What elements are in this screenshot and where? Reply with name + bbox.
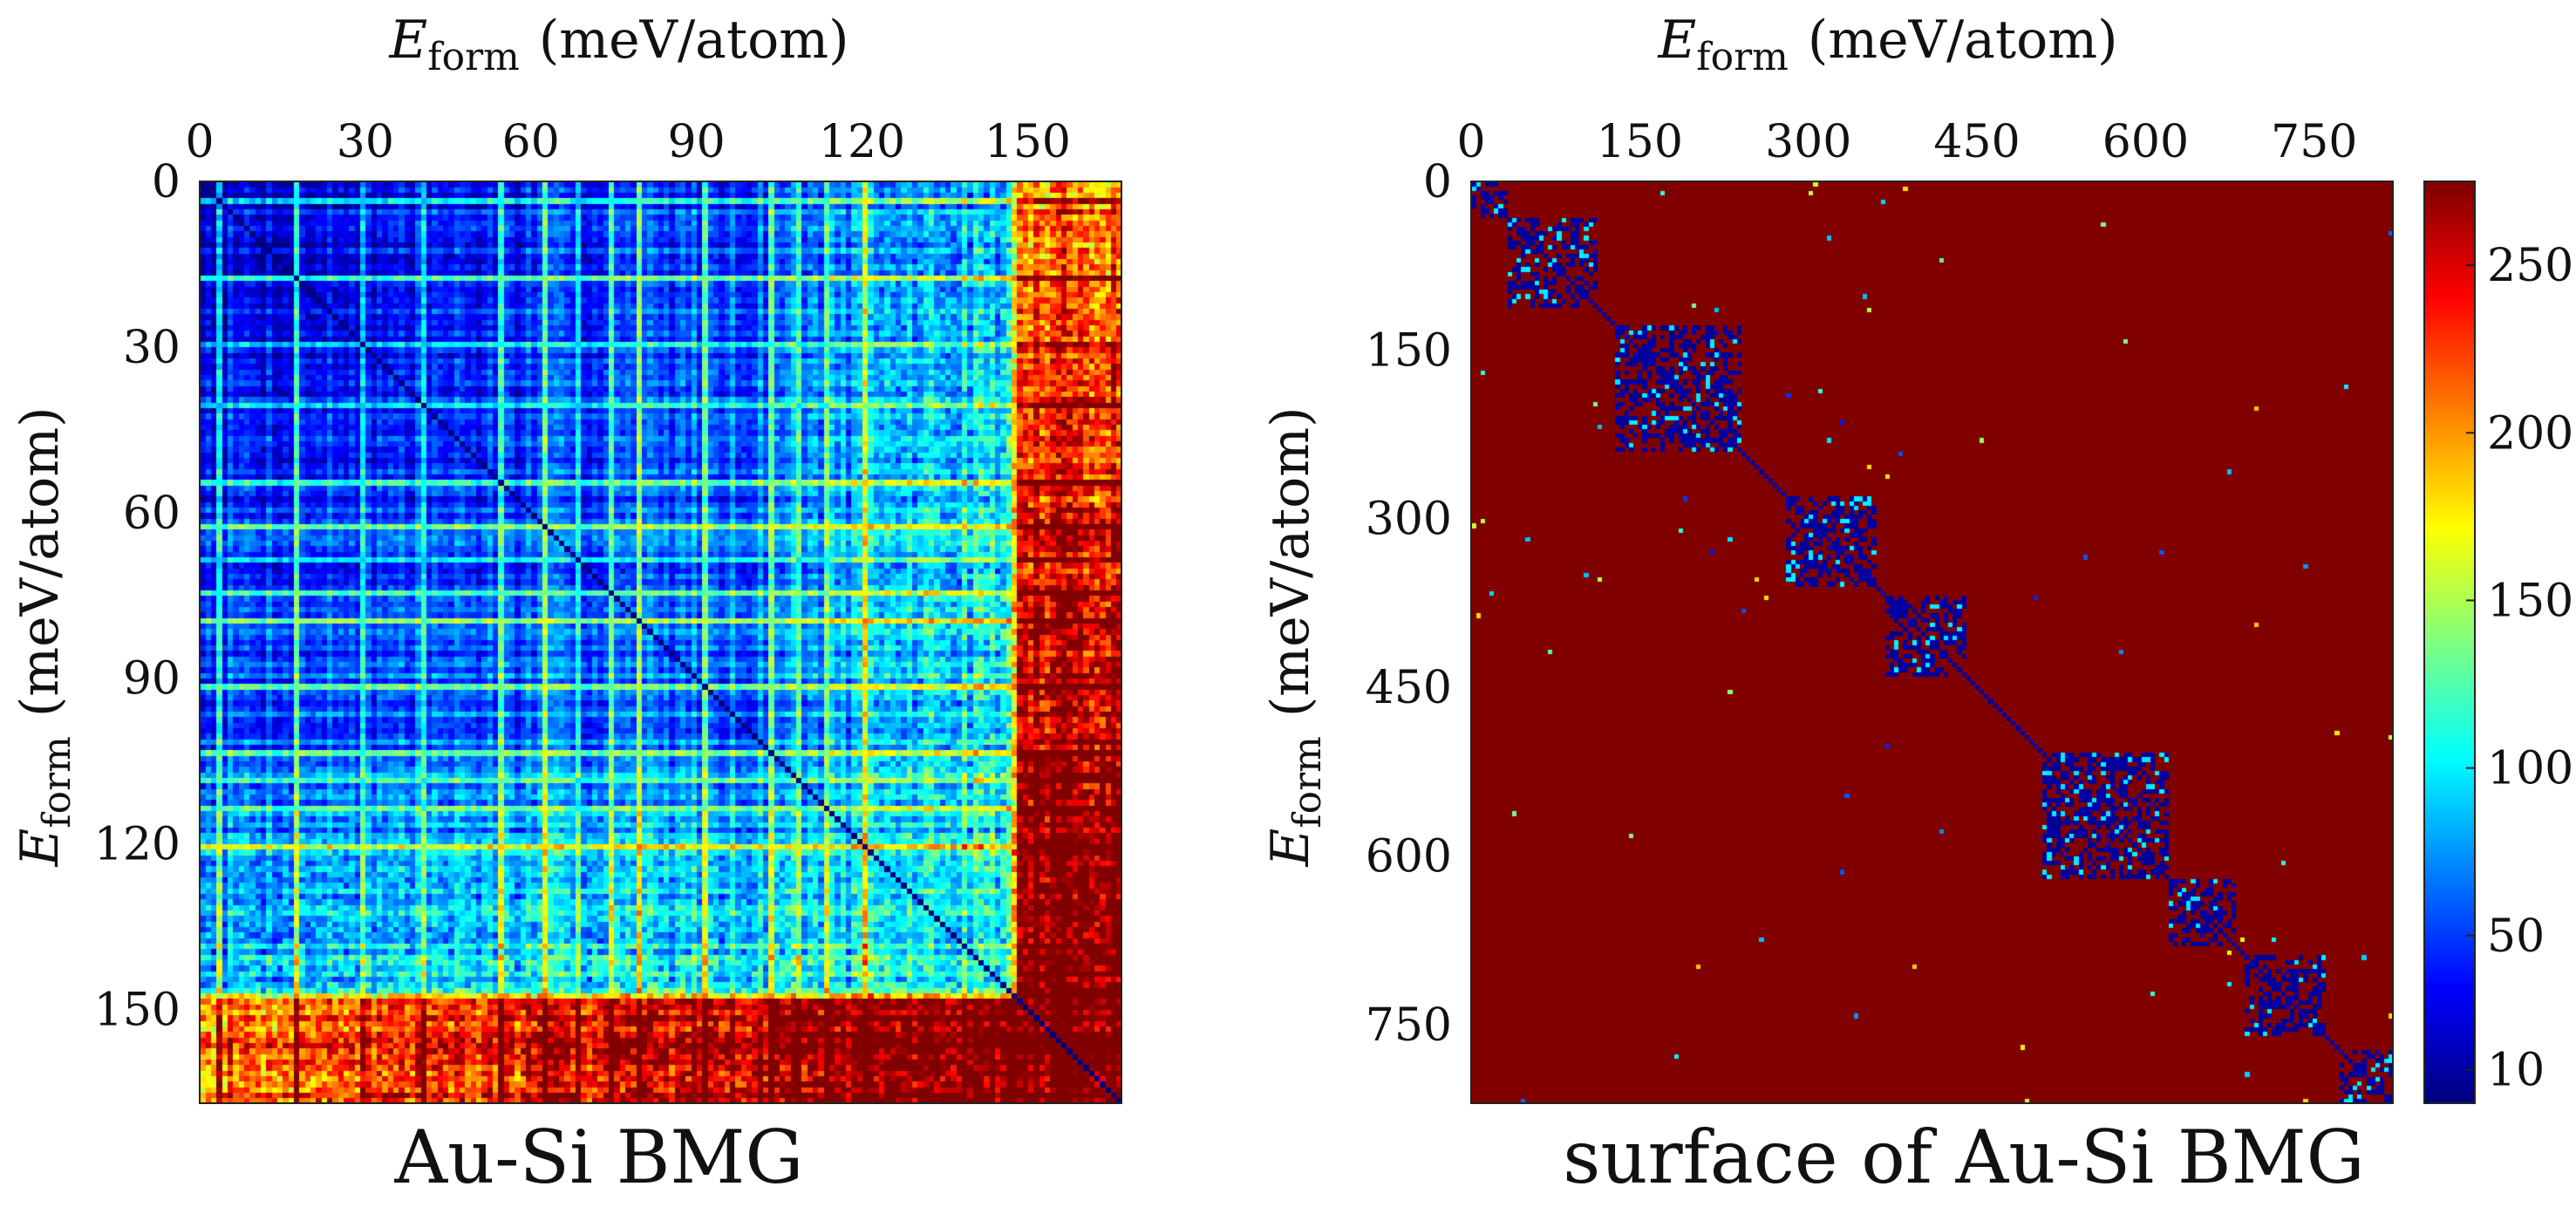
y-tick-label: 0 <box>1423 156 1452 208</box>
colorbar-frame <box>2423 181 2476 1104</box>
left-top-label-symbol: E <box>388 10 427 71</box>
left-heatmap-image <box>200 181 1121 1103</box>
right-y-axis-label: Eform (meV/atom) <box>1260 406 1330 867</box>
y-tick-label: 30 <box>123 322 181 374</box>
y-tick-label: 300 <box>1366 494 1452 546</box>
left-y-label-units: (meV/atom) <box>10 406 71 717</box>
y-tick-label: 120 <box>94 819 181 871</box>
right-heatmap-image <box>1471 181 2393 1103</box>
x-tick-label: 750 <box>2271 116 2357 168</box>
right-y-label-subscript: form <box>1285 736 1330 829</box>
y-tick-label: 150 <box>94 984 181 1036</box>
right-y-label-symbol: E <box>1260 829 1321 868</box>
y-tick-label: 90 <box>123 653 181 706</box>
left-caption: Au-Si BMG <box>393 1115 803 1200</box>
y-tick-label: 450 <box>1366 662 1452 714</box>
x-tick-label: 600 <box>2102 116 2189 168</box>
left-top-label-units: (meV/atom) <box>539 10 849 71</box>
left-top-label-subscript: form <box>427 35 520 79</box>
x-tick-label: 90 <box>668 116 726 168</box>
y-tick-label: 600 <box>1366 830 1452 883</box>
x-tick-label: 0 <box>185 116 214 168</box>
left-plot-frame <box>199 181 1122 1104</box>
colorbar: 10 50 100 150 200 250 <box>2423 181 2573 1104</box>
left-y-label-subscript: form <box>35 736 79 829</box>
right-top-label-subscript: form <box>1696 35 1789 79</box>
x-tick-label: 450 <box>1933 116 2020 168</box>
right-y-ticks: 0 150 300 450 600 750 <box>1366 156 1482 1052</box>
y-tick-label: 0 <box>152 156 181 208</box>
right-x-ticks: 0 150 300 450 600 750 <box>1456 116 2357 192</box>
colorbar-tick-label: 200 <box>2487 407 2573 460</box>
colorbar-tick-label: 250 <box>2487 240 2573 292</box>
right-top-label-units: (meV/atom) <box>1808 10 2118 71</box>
colorbar-tick-label: 10 <box>2487 1045 2545 1097</box>
x-tick-label: 300 <box>1765 116 1851 168</box>
right-top-axis-label: Eform (meV/atom) <box>1657 10 2117 79</box>
left-y-axis-label: Eform (meV/atom) <box>10 406 79 867</box>
right-plot-frame <box>1470 181 2394 1104</box>
right-heatmap-area <box>1471 181 2393 1103</box>
x-tick-label: 150 <box>1597 116 1683 168</box>
x-tick-label: 0 <box>1456 116 1485 168</box>
colorbar-gradient <box>2424 181 2475 1103</box>
y-tick-label: 150 <box>1366 324 1452 377</box>
au-si-bmg-panel: Eform (meV/atom) 0 30 60 90 120 150 0 30 60 90 120… <box>10 10 1122 1200</box>
x-tick-label: 30 <box>337 116 394 168</box>
colorbar-tick-label: 100 <box>2487 743 2573 795</box>
colorbar-gradient-area <box>2424 181 2475 1103</box>
left-y-ticks: 0 30 60 90 120 150 <box>94 156 210 1036</box>
surface-panel: Eform (meV/atom) 0 150 300 450 600 750 0 150 300… <box>1260 10 2394 1200</box>
right-caption: surface of Au-Si BMG <box>1563 1115 2364 1200</box>
right-top-label-symbol: E <box>1657 10 1696 71</box>
right-y-label-units: (meV/atom) <box>1260 406 1321 717</box>
left-y-label-symbol: E <box>10 829 71 868</box>
colorbar-tick-label: 150 <box>2487 575 2573 627</box>
colorbar-ticks: 10 50 100 150 200 250 <box>2466 240 2573 1097</box>
y-tick-label: 750 <box>1366 999 1452 1052</box>
left-top-axis-label: Eform (meV/atom) <box>388 10 848 79</box>
left-heatmap-area <box>200 181 1121 1103</box>
x-tick-label: 120 <box>819 116 905 168</box>
left-x-ticks: 0 30 60 90 120 150 <box>185 116 1071 192</box>
x-tick-label: 150 <box>985 116 1071 168</box>
colorbar-tick-label: 50 <box>2487 910 2545 963</box>
y-tick-label: 60 <box>123 488 181 540</box>
x-tick-label: 60 <box>502 116 560 168</box>
